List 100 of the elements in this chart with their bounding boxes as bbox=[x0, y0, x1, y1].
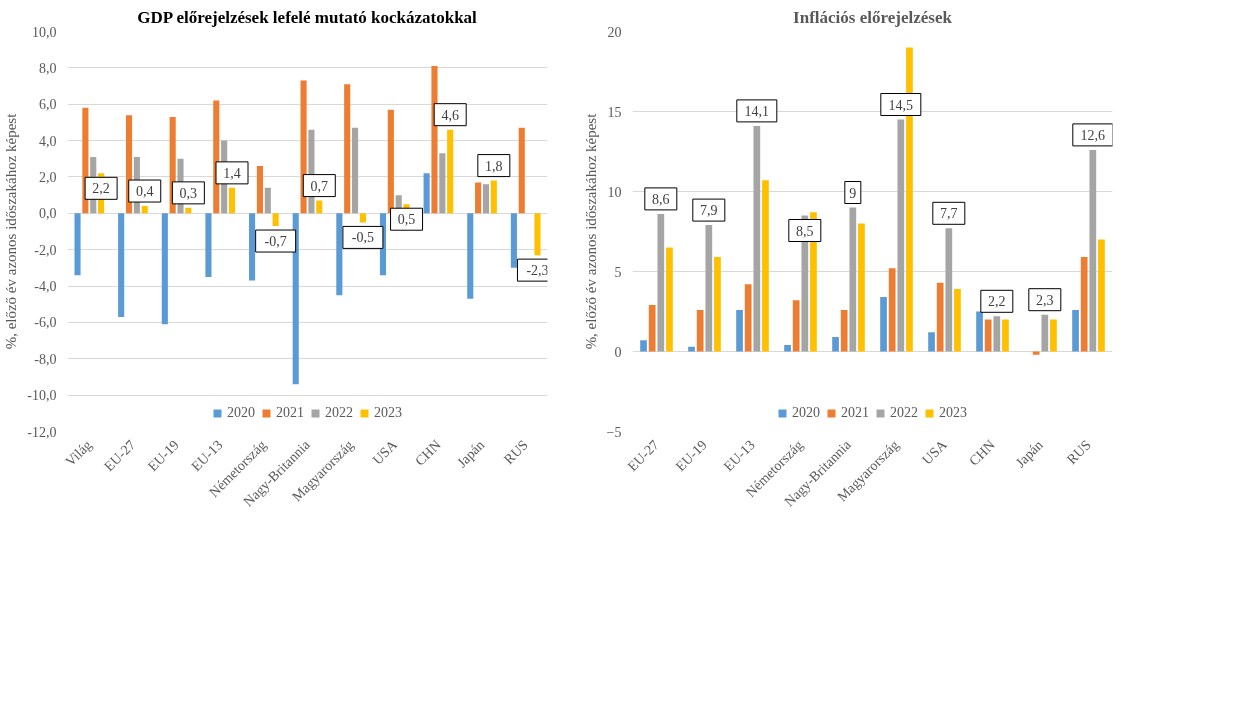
bar bbox=[118, 213, 125, 317]
bar bbox=[74, 213, 81, 276]
bar bbox=[205, 213, 212, 277]
bar bbox=[161, 213, 168, 325]
data-label: 4,6 bbox=[441, 107, 459, 123]
bar bbox=[387, 109, 394, 214]
bar bbox=[736, 309, 743, 352]
data-label: 0,4 bbox=[135, 184, 154, 200]
bar bbox=[490, 180, 497, 214]
legend-label: 2022 bbox=[890, 405, 918, 421]
bar bbox=[888, 268, 896, 352]
bar bbox=[1041, 314, 1049, 352]
data-label: 7,7 bbox=[940, 206, 958, 222]
bar bbox=[1032, 351, 1040, 355]
bar bbox=[482, 184, 490, 214]
bar bbox=[648, 305, 656, 352]
bar bbox=[518, 127, 525, 214]
bar bbox=[705, 225, 713, 352]
chart-title: GDP előrejelzések lefelé mutató kockázatokkal bbox=[137, 7, 478, 27]
legend-label: 2023 bbox=[374, 405, 402, 421]
data-label: 7,9 bbox=[700, 203, 718, 219]
y-tick-label: -4,0 bbox=[34, 279, 57, 295]
bar bbox=[880, 297, 887, 352]
bar bbox=[744, 284, 752, 352]
y-axis-title: %, előző év azonos időszakához képest bbox=[582, 112, 599, 350]
bar bbox=[141, 206, 148, 214]
bar bbox=[858, 223, 865, 352]
bar bbox=[344, 84, 351, 214]
bar bbox=[666, 247, 673, 352]
bar bbox=[475, 182, 482, 214]
x-tick-label: USA bbox=[369, 436, 401, 468]
bar bbox=[359, 213, 366, 223]
bar bbox=[1089, 149, 1097, 352]
data-label: 8,5 bbox=[796, 223, 814, 239]
y-tick-label: 10,0 bbox=[32, 24, 57, 40]
legend-label: 2020 bbox=[227, 405, 255, 421]
legend-label: 2020 bbox=[792, 405, 820, 421]
bar bbox=[1080, 257, 1088, 352]
bar bbox=[249, 213, 256, 281]
bar bbox=[640, 340, 647, 352]
data-label: 1,4 bbox=[223, 165, 241, 181]
data-label: 8,6 bbox=[652, 191, 670, 207]
y-tick-label: 8,0 bbox=[39, 60, 57, 76]
bar bbox=[1002, 319, 1009, 352]
bar bbox=[336, 213, 343, 296]
y-tick-label: 20 bbox=[607, 24, 622, 40]
bar bbox=[228, 187, 236, 214]
chart-title: Inflációs előrejelzések bbox=[793, 7, 953, 27]
y-tick-label: 4,0 bbox=[39, 133, 57, 149]
bar bbox=[264, 187, 271, 214]
data-label: -2,3 bbox=[526, 263, 549, 279]
bar bbox=[714, 257, 721, 352]
bar bbox=[984, 319, 992, 352]
data-label: 2,2 bbox=[92, 181, 110, 197]
bar bbox=[272, 213, 279, 227]
y-tick-label: 0,0 bbox=[39, 206, 57, 222]
bar bbox=[792, 300, 800, 352]
y-tick-label: 15 bbox=[607, 104, 622, 120]
y-tick-label: 0 bbox=[614, 344, 622, 360]
y-tick-label: -2,0 bbox=[34, 242, 57, 258]
y-axis-title: %, előző év azonos időszakához képest bbox=[3, 112, 20, 350]
data-label: 12,6 bbox=[1080, 127, 1106, 143]
bar bbox=[928, 332, 935, 352]
data-label: 14,1 bbox=[744, 103, 770, 119]
bar bbox=[976, 311, 983, 352]
bar bbox=[1098, 239, 1105, 352]
bar bbox=[423, 173, 430, 214]
y-tick-label: −5 bbox=[606, 424, 622, 440]
data-label: 0,3 bbox=[179, 185, 198, 201]
data-label: 0,5 bbox=[397, 212, 416, 228]
data-label: 2,2 bbox=[988, 294, 1006, 310]
bar bbox=[467, 213, 474, 299]
data-label: -0,5 bbox=[351, 230, 375, 246]
bar bbox=[762, 180, 769, 352]
bar bbox=[316, 200, 323, 214]
bar bbox=[1072, 309, 1079, 352]
y-tick-label: 6,0 bbox=[39, 97, 57, 113]
bar bbox=[945, 228, 953, 352]
bar bbox=[784, 345, 791, 352]
data-label: 9 bbox=[849, 185, 857, 201]
bar bbox=[657, 213, 665, 352]
bar bbox=[849, 207, 857, 352]
legend-label: 2023 bbox=[939, 405, 967, 421]
x-tick-label: Világ bbox=[62, 437, 95, 470]
bar bbox=[832, 337, 839, 352]
bar bbox=[696, 309, 704, 352]
data-label: 0,7 bbox=[310, 178, 329, 194]
legend-label: 2021 bbox=[841, 405, 869, 421]
y-tick-label: 10 bbox=[607, 184, 622, 200]
bar bbox=[439, 153, 446, 214]
bar bbox=[840, 309, 848, 352]
data-label: 14,5 bbox=[888, 97, 914, 113]
x-tick-label: USA bbox=[919, 436, 951, 468]
bar bbox=[936, 282, 944, 352]
bar bbox=[185, 207, 192, 214]
bar bbox=[534, 213, 541, 256]
bar bbox=[688, 346, 695, 352]
bar bbox=[431, 66, 438, 214]
y-tick-label: -8,0 bbox=[34, 351, 57, 367]
legend-label: 2022 bbox=[325, 405, 353, 421]
